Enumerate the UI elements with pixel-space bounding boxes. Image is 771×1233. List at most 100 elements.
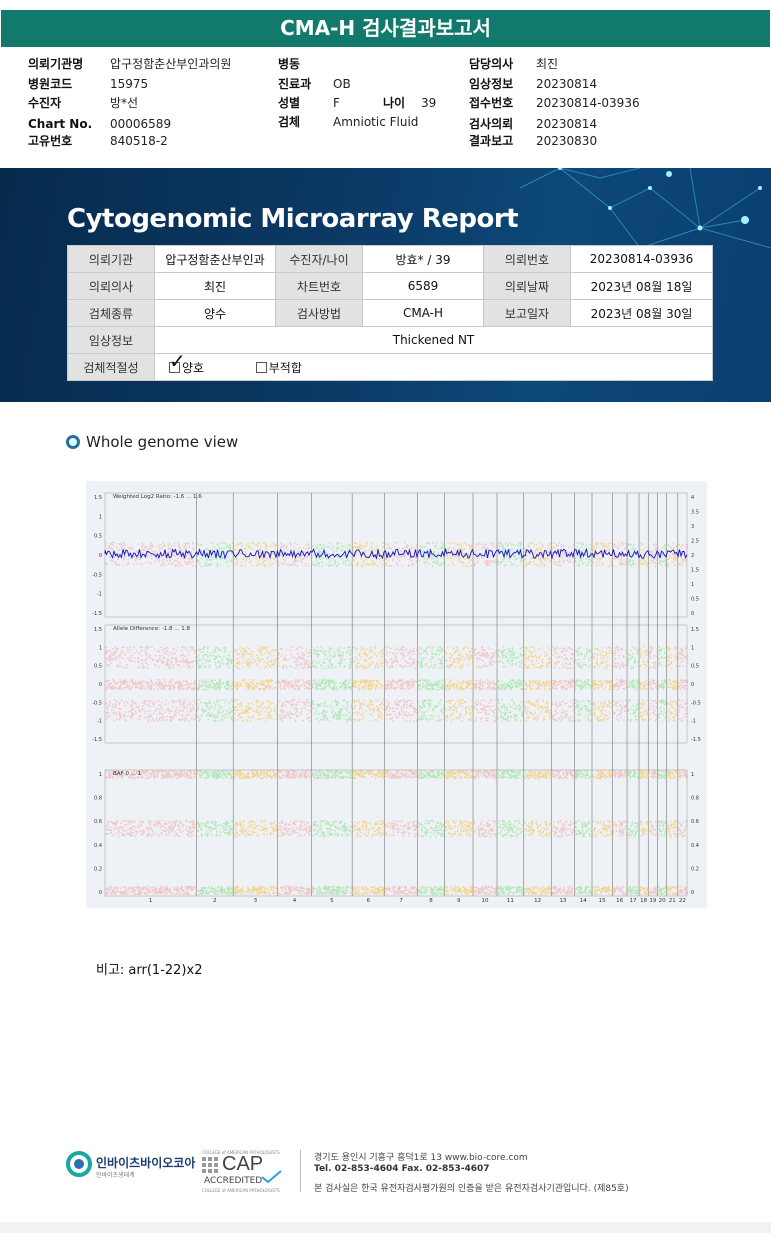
data-point: [226, 893, 228, 895]
data-point: [142, 548, 144, 550]
data-point: [234, 823, 237, 825]
data-point: [311, 823, 313, 825]
data-point: [296, 820, 298, 823]
data-point: [164, 770, 166, 773]
data-point: [105, 683, 107, 686]
data-point: [250, 547, 252, 550]
data-point: [160, 715, 163, 717]
data-point: [272, 770, 275, 773]
data-point: [110, 826, 112, 828]
data-point: [235, 893, 237, 895]
data-point: [106, 650, 109, 653]
data-point: [184, 893, 187, 895]
data-point: [235, 658, 237, 661]
data-point: [118, 830, 120, 832]
data-point: [283, 544, 285, 546]
data-point: [127, 651, 129, 653]
data-point: [220, 664, 222, 667]
data-point: [139, 887, 142, 889]
data-point: [129, 684, 131, 687]
data-point: [160, 887, 163, 890]
data-point: [313, 652, 315, 655]
data-point: [122, 829, 124, 831]
data-point: [191, 558, 193, 560]
data-point: [234, 717, 236, 719]
data-point: [221, 718, 223, 720]
data-point: [297, 715, 299, 718]
data-point: [260, 705, 262, 708]
data-point: [190, 777, 192, 779]
data-point: [312, 661, 314, 663]
data-point: [233, 700, 235, 702]
data-band: [233, 699, 279, 723]
data-point: [269, 559, 272, 561]
data-point: [253, 831, 256, 834]
data-point: [165, 647, 168, 649]
data-point: [210, 890, 212, 893]
data-point: [329, 681, 331, 684]
data-point: [279, 776, 281, 778]
data-point: [251, 827, 253, 829]
data-point: [241, 684, 243, 687]
data-point: [124, 556, 126, 558]
data-point: [269, 686, 271, 688]
data-point: [139, 771, 141, 774]
data-point: [199, 777, 201, 779]
data-point: [349, 659, 351, 661]
data-point: [195, 888, 197, 891]
data-point: [117, 835, 120, 838]
data-point: [236, 885, 238, 888]
data-point: [173, 893, 176, 896]
clinical-info-label: 임상정보: [67, 326, 155, 354]
data-point: [116, 775, 119, 777]
data-point: [172, 828, 175, 831]
data-point: [301, 775, 303, 777]
data-point: [254, 659, 256, 662]
data-point: [328, 684, 331, 687]
data-point: [238, 706, 241, 708]
data-point: [152, 775, 155, 777]
data-point: [124, 820, 126, 822]
data-point: [199, 553, 201, 555]
data-point: [262, 717, 264, 720]
data-point: [229, 830, 232, 833]
data-point: [141, 563, 144, 565]
data-point: [264, 888, 266, 890]
data-point: [128, 828, 130, 830]
data-point: [253, 555, 255, 557]
data-point: [186, 891, 189, 893]
data-point: [345, 714, 348, 716]
data-point: [190, 718, 193, 721]
data-point: [111, 705, 113, 708]
data-point: [174, 548, 176, 550]
data-point: [296, 664, 299, 666]
data-point: [263, 683, 265, 685]
data-point: [148, 833, 150, 836]
data-point: [266, 657, 269, 660]
data-point: [252, 688, 254, 690]
data-point: [216, 773, 219, 775]
data-point: [282, 558, 284, 561]
data-point: [255, 770, 258, 772]
data-point: [169, 715, 172, 718]
data-point: [180, 887, 183, 889]
data-point: [255, 889, 257, 892]
data-point: [122, 680, 124, 682]
data-point: [263, 542, 266, 545]
data-point: [196, 559, 198, 561]
data-point: [280, 547, 282, 549]
data-point: [236, 888, 239, 891]
data-point: [333, 564, 336, 566]
data-point: [105, 652, 107, 654]
data-point: [181, 710, 183, 712]
data-point: [303, 684, 306, 687]
data-point: [243, 647, 245, 650]
data-point: [345, 720, 348, 723]
data-point: [178, 718, 180, 721]
data-point: [187, 688, 189, 690]
data-point: [280, 716, 283, 719]
data-point: [291, 776, 293, 779]
data-point: [136, 683, 138, 685]
data-point: [185, 544, 187, 546]
data-point: [339, 661, 342, 664]
